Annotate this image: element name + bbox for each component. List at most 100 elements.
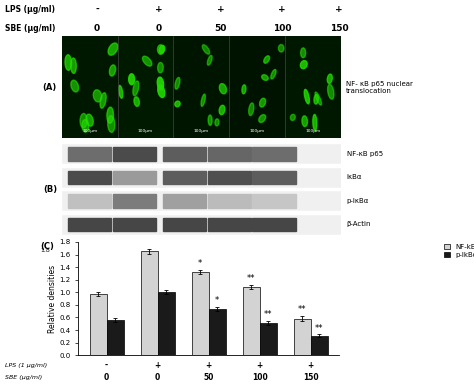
Text: NF- κB p65 nuclear
translocation: NF- κB p65 nuclear translocation [346,81,413,94]
Ellipse shape [301,61,307,69]
Ellipse shape [71,58,76,73]
Bar [163,147,206,161]
Bar [62,168,341,187]
Ellipse shape [315,92,321,105]
Bar [68,194,111,208]
Text: **: ** [264,310,273,319]
Text: +: + [205,361,212,370]
Ellipse shape [260,98,265,107]
Bar [253,194,296,208]
Bar [62,192,341,210]
Text: SBE (μg/ml): SBE (μg/ml) [5,24,55,33]
Bar [163,170,206,184]
Bar [253,218,296,231]
Bar [62,215,341,234]
Ellipse shape [271,70,276,79]
Text: 0: 0 [156,24,162,33]
Ellipse shape [207,55,212,65]
Ellipse shape [215,119,219,126]
Text: 100μm: 100μm [138,129,153,133]
Text: 100μm: 100μm [194,129,209,133]
Ellipse shape [80,114,87,128]
Bar [107,320,124,355]
Bar [208,194,251,208]
Text: β-Actin: β-Actin [347,222,371,227]
Ellipse shape [157,77,164,90]
Bar [163,218,206,231]
Bar [253,170,296,184]
Text: 150: 150 [303,372,319,382]
Bar [68,170,111,184]
Bar [209,309,226,355]
Ellipse shape [327,74,332,83]
Bar [191,272,209,355]
Ellipse shape [291,114,295,121]
Ellipse shape [159,45,165,53]
Ellipse shape [304,89,310,104]
Text: -: - [95,5,99,13]
Text: *: * [198,259,202,268]
Ellipse shape [208,115,212,126]
Bar [208,218,251,231]
Text: +: + [217,5,224,13]
Text: 150: 150 [329,24,348,33]
Text: *: * [215,296,219,306]
Text: 1.8: 1.8 [40,248,50,253]
Text: IκBα: IκBα [347,174,363,180]
Ellipse shape [201,94,205,106]
Text: 0: 0 [94,24,100,33]
Ellipse shape [175,78,180,89]
Ellipse shape [100,93,106,108]
Text: +: + [256,361,263,370]
Bar [285,36,341,138]
Text: LPS (1 μg/ml): LPS (1 μg/ml) [5,363,47,368]
Text: **: ** [315,324,323,333]
Text: 50: 50 [203,372,214,382]
Ellipse shape [302,116,308,127]
Ellipse shape [313,114,317,131]
Bar [141,252,157,355]
Text: NF-κB p65: NF-κB p65 [347,151,383,157]
Bar [90,294,107,355]
Bar [253,147,296,161]
Text: **: ** [298,305,306,314]
Text: (B): (B) [43,185,57,194]
Ellipse shape [93,90,102,102]
Ellipse shape [158,63,163,73]
Ellipse shape [301,48,306,58]
Bar [208,170,251,184]
Text: 100μm: 100μm [306,129,321,133]
Ellipse shape [264,56,270,63]
Bar [62,36,118,138]
Text: (A): (A) [43,83,57,92]
Ellipse shape [249,103,254,116]
Text: +: + [335,5,343,13]
Ellipse shape [278,45,284,52]
Text: -: - [105,361,108,370]
Ellipse shape [219,105,225,115]
Text: 0: 0 [104,372,109,382]
Bar [163,194,206,208]
Text: 50: 50 [214,24,227,33]
Text: 100μm: 100μm [250,129,265,133]
Ellipse shape [202,45,210,54]
Text: 100: 100 [252,372,267,382]
Bar [118,36,173,138]
Text: 100μm: 100μm [82,129,97,133]
Text: 0: 0 [155,372,160,382]
Ellipse shape [134,97,139,106]
Bar [208,147,251,161]
Ellipse shape [118,85,123,98]
Text: +: + [278,5,286,13]
Ellipse shape [143,56,152,66]
Ellipse shape [157,45,164,55]
Text: 100: 100 [273,24,292,33]
Bar [293,319,310,355]
Ellipse shape [262,75,268,80]
Bar [62,144,341,163]
Ellipse shape [71,80,79,92]
Ellipse shape [128,74,135,84]
Bar [68,147,111,161]
Ellipse shape [328,84,334,99]
Bar [229,36,285,138]
